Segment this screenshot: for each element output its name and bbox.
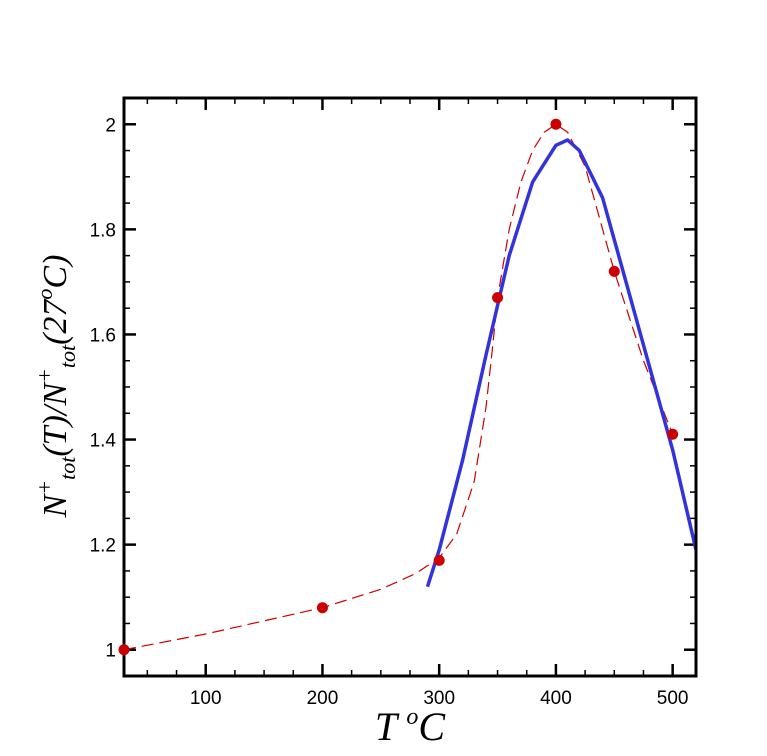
y-axis-title-part: tot [55,344,80,368]
data-point [433,554,445,566]
y-axis-title-part: N [37,492,74,518]
y-axis-title-part: + [32,480,57,495]
x-axis-title-sup: o [406,704,418,730]
points-layer [118,118,679,656]
x-tick-label: 400 [540,688,572,709]
dashed-fit-line [124,123,674,651]
y-tick-label: 1.4 [90,431,117,452]
y-tick-label: 1 [105,641,116,662]
x-tick-label: 100 [190,688,222,709]
y-axis-title-part: o [32,289,57,300]
data-point [316,602,328,614]
x-axis-title: T oC [375,704,447,749]
y-tick-label: 1.6 [90,325,116,346]
x-axis-title-main: T [375,704,407,749]
y-axis-title-part: + [32,368,57,383]
data-point [118,644,130,656]
data-point [667,428,679,440]
x-tick-label: 300 [423,688,455,709]
major-ticks [124,98,696,676]
solid-fit-line [425,138,696,588]
y-axis-title-part: tot [55,456,80,480]
y-tick-label: 1.8 [90,220,116,241]
x-tick-label: 200 [307,688,339,709]
x-tick-labels: 100 200 300 400 500 [190,688,689,709]
y-tick-labels: 1 1.2 1.4 1.6 1.8 2 [90,115,117,661]
y-axis-title-part: (27 [37,298,74,345]
x-axis-title-unit: C [418,704,446,749]
data-point [492,292,504,304]
x-tick-label: 500 [657,688,689,709]
y-tick-label: 2 [105,115,116,136]
plot-area [124,123,696,651]
y-axis-title-part: (T)/N [37,381,74,457]
series-layer [124,123,696,651]
y-axis-title: N+tot(T)/N+tot(27oC) [32,255,80,519]
y-tick-label: 1.2 [90,536,116,557]
data-point [608,265,620,277]
minor-ticks [124,97,696,677]
data-point [550,118,562,130]
plot-frame [122,96,698,678]
y-axis-title-part: C) [37,255,74,289]
